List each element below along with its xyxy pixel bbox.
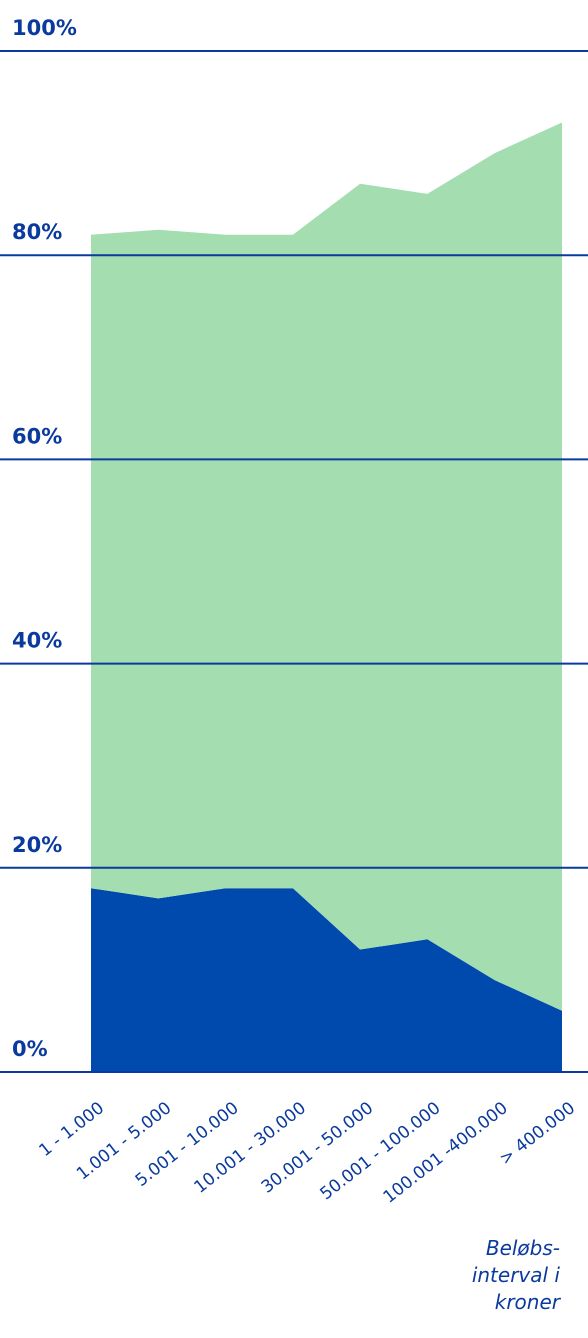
x-tick-label: 10.001 - 30.000 [191,1098,310,1197]
x-axis-title-line: interval i [472,1263,561,1287]
area-series-2 [91,122,562,1011]
x-axis-title-line: kroner [495,1290,562,1314]
y-tick-label-0: 0% [12,1037,48,1061]
y-axis-tick-labels: 0% 20% 40% 60% 80% 100% [12,16,77,1061]
x-tick-label: 100.001 -400.000 [380,1098,512,1207]
y-tick-label-40: 40% [12,629,62,653]
y-tick-label-80: 80% [12,220,62,244]
gridlines [0,50,588,1073]
x-tick-label: 30.001 - 50.000 [258,1098,377,1197]
x-tick-label: 50.001 - 100.000 [317,1098,445,1204]
areas-layer [91,122,562,1072]
x-axis-title: Beløbs-interval i kroner [472,1236,562,1314]
x-axis-title-line: Beløbs- [486,1236,560,1260]
y-tick-label-20: 20% [12,833,62,857]
x-tick-label: > 400.000 [496,1098,579,1169]
y-tick-label-60: 60% [12,424,62,448]
area-series-1 [91,888,562,1072]
y-tick-label-100: 100% [12,16,77,40]
